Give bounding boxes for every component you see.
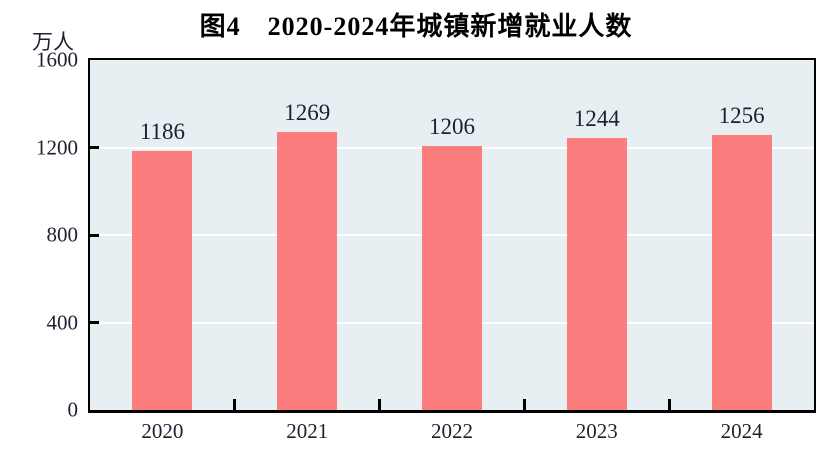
bar-2024	[711, 135, 772, 410]
bar-value-label: 1256	[718, 103, 765, 129]
y-tick-800	[88, 233, 99, 237]
bar-value-label: 1186	[139, 118, 185, 144]
y-axis-unit-label: 万人	[32, 30, 74, 54]
bar-2023	[566, 137, 627, 410]
x-axis-label-2020: 2020	[141, 419, 184, 443]
bars-layer: 1186 1269 1206 1244 1256	[90, 60, 814, 410]
bar-cell-2023: 1244	[524, 60, 669, 410]
x-axis-label-2022: 2022	[430, 419, 473, 443]
x-tick-boundary-3	[522, 399, 526, 410]
y-tick-1200	[88, 146, 99, 149]
y-axis-label-0: 0	[67, 397, 79, 422]
x-tick-boundary-1	[233, 399, 237, 410]
x-axis-labels: 2020 2021 2022 2023 2024	[90, 419, 814, 444]
x-axis-label-2023: 2023	[575, 419, 618, 443]
y-axis-label-1200: 1200	[36, 135, 78, 159]
y-axis-label-800: 800	[46, 222, 79, 247]
bar-value-label: 1269	[284, 100, 331, 126]
plot-area: 1186 1269 1206 1244 1256	[88, 58, 816, 413]
bar-cell-2024: 1256	[669, 60, 814, 410]
y-tick-400	[88, 321, 99, 324]
bar-cell-2022: 1206	[380, 60, 525, 410]
bar-2020	[132, 150, 193, 410]
bar-value-label: 1244	[573, 105, 620, 131]
y-axis-label-400: 400	[46, 310, 79, 334]
x-tick-boundary-4	[667, 399, 671, 410]
x-axis-label-2024: 2024	[720, 419, 763, 443]
bar-2021	[277, 132, 338, 410]
bar-value-label: 1206	[428, 114, 475, 140]
chart-title: 图4 2020-2024年城镇新增就业人数	[199, 12, 633, 41]
bar-cell-2020: 1186	[90, 60, 235, 410]
bar-2022	[421, 146, 482, 410]
x-axis-label-2021: 2021	[286, 419, 329, 443]
bar-cell-2021: 1269	[235, 60, 380, 410]
x-tick-boundary-2	[378, 399, 382, 410]
